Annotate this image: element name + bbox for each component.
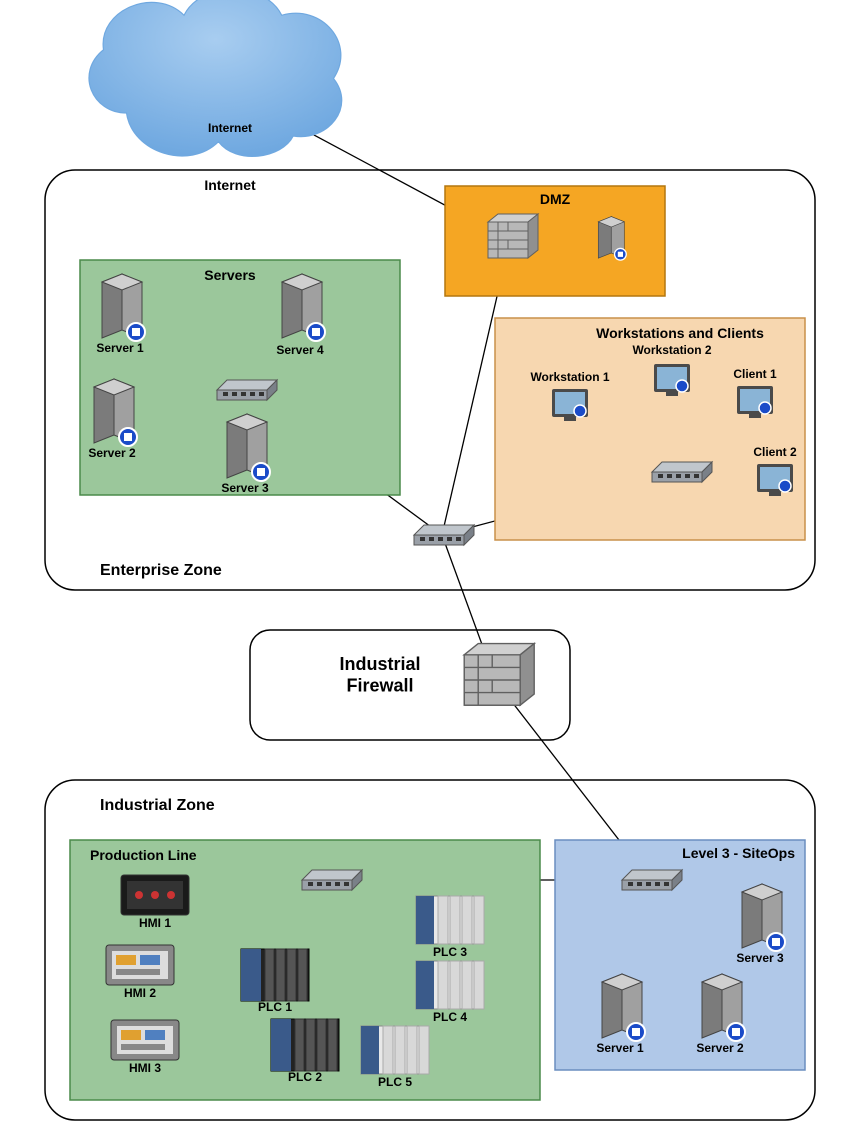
switch-icon <box>622 870 682 890</box>
hmi-icon <box>121 875 189 915</box>
srv3-label: Server 3 <box>221 481 269 495</box>
enterprise-label: Enterprise Zone <box>100 562 222 579</box>
hmi3-label: HMI 3 <box>129 1061 161 1075</box>
plc-icon <box>271 1019 339 1071</box>
hmi-icon <box>111 1020 179 1060</box>
plc-icon <box>416 896 484 944</box>
switch-icon <box>414 525 474 545</box>
server-icon <box>282 274 325 341</box>
hmi2-label: HMI 2 <box>124 986 156 1000</box>
srv1-label: Server 1 <box>96 341 144 355</box>
hmi-icon <box>106 945 174 985</box>
internet-label: Internet <box>204 177 256 193</box>
plc2-label: PLC 2 <box>288 1070 322 1084</box>
plc-icon <box>416 961 484 1009</box>
monitor-icon <box>552 389 588 421</box>
switch-icon <box>652 462 712 482</box>
srv4-label: Server 4 <box>276 343 324 357</box>
plc-icon <box>361 1026 429 1074</box>
monitor-icon <box>757 464 793 496</box>
ws2-label: Workstation 2 <box>632 343 711 357</box>
server-icon <box>702 974 745 1041</box>
monitor-icon <box>737 386 773 418</box>
industrial-label: Industrial Zone <box>100 797 215 814</box>
siteops-label: Level 3 - SiteOps <box>682 845 795 861</box>
industrial-fw-label: IndustrialFirewall <box>339 654 420 696</box>
production-label: Production Line <box>90 847 197 863</box>
workstations-label: Workstations and Clients <box>596 325 764 341</box>
ws1-label: Workstation 1 <box>530 370 609 384</box>
server-icon <box>94 379 137 446</box>
server-icon <box>227 414 270 481</box>
firewall-icon <box>464 644 534 706</box>
hmi1-label: HMI 1 <box>139 916 171 930</box>
cl2-label: Client 2 <box>753 445 797 459</box>
server-icon <box>598 217 626 261</box>
switch-icon <box>302 870 362 890</box>
plc5-label: PLC 5 <box>378 1075 412 1089</box>
servers-label: Servers <box>204 267 256 283</box>
network-diagram: DMZ Servers Workstations and Clients Enterp… <box>0 0 852 1144</box>
ssrv3-label: Server 3 <box>736 951 784 965</box>
plc-icon <box>241 949 309 1001</box>
firewall-icon <box>488 214 538 258</box>
cl1-label: Client 1 <box>733 367 777 381</box>
server-icon <box>602 974 645 1041</box>
srv2-label: Server 2 <box>88 446 136 460</box>
server-icon <box>742 884 785 951</box>
plc1-label: PLC 1 <box>258 1000 292 1014</box>
ssrv2-label: Server 2 <box>696 1041 744 1055</box>
ssrv1-label: Server 1 <box>596 1041 644 1055</box>
plc4-label: PLC 4 <box>433 1010 467 1024</box>
dmz-label: DMZ <box>540 191 571 207</box>
plc3-label: PLC 3 <box>433 945 467 959</box>
server-icon <box>102 274 145 341</box>
switch-icon <box>217 380 277 400</box>
cloud-label: Internet <box>208 121 252 135</box>
monitor-icon <box>654 364 690 396</box>
